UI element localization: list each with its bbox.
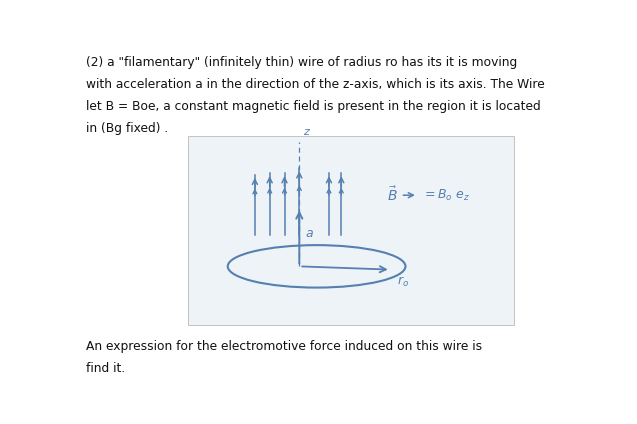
Text: $\vec{B}$: $\vec{B}$ — [387, 185, 398, 204]
Text: (2) a "filamentary" (infinitely thin) wire of radius ro has its it is moving: (2) a "filamentary" (infinitely thin) wi… — [85, 56, 517, 69]
Text: find it.: find it. — [85, 362, 125, 375]
Text: An expression for the electromotive force induced on this wire is: An expression for the electromotive forc… — [85, 340, 482, 353]
Text: $= B_o\ e_z$: $= B_o\ e_z$ — [422, 188, 470, 203]
Text: in (Bg fixed) .: in (Bg fixed) . — [85, 123, 168, 135]
Text: let B = Boe, a constant magnetic field is present in the region it is located: let B = Boe, a constant magnetic field i… — [85, 100, 540, 113]
Text: with acceleration a in the direction of the z-axis, which is its axis. The Wire: with acceleration a in the direction of … — [85, 78, 544, 91]
Text: a: a — [305, 227, 313, 240]
FancyBboxPatch shape — [189, 136, 514, 325]
Text: $r_o$: $r_o$ — [397, 274, 409, 289]
Text: z: z — [303, 127, 309, 137]
